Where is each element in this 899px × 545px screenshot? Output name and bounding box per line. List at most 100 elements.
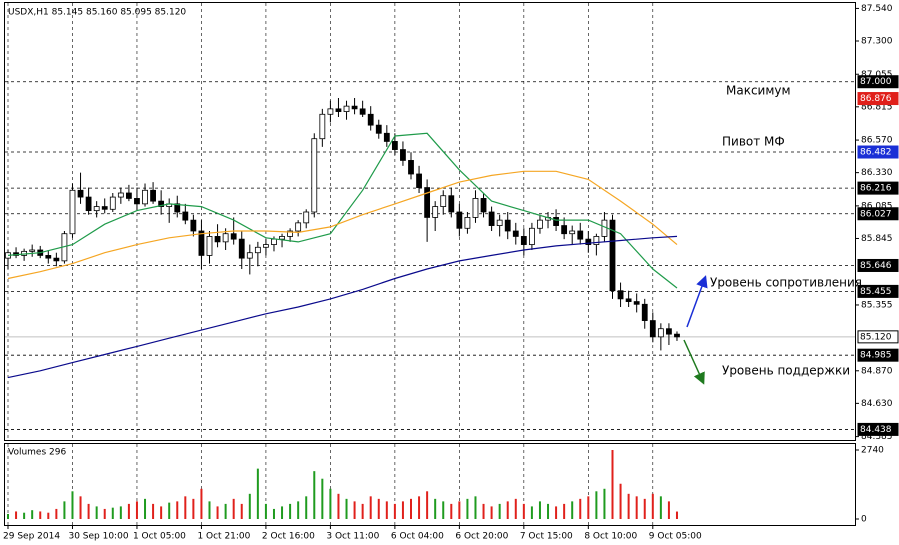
candle-body	[649, 320, 656, 338]
candle-body	[625, 298, 632, 302]
candle-body	[448, 195, 455, 213]
candle-body	[593, 236, 600, 245]
x-tick-label: 8 Oct 10:00	[584, 532, 637, 542]
candle-body	[641, 303, 648, 321]
candle-body	[400, 149, 406, 161]
candle-body	[117, 192, 124, 198]
x-tick-label: 2 Oct 16:00	[262, 532, 315, 542]
y-tick-label: 84.870	[861, 366, 893, 376]
y-tick-label: 85.845	[861, 234, 893, 244]
y-tick-label: 84.630	[861, 399, 893, 409]
y-tick-label: 86.085	[861, 201, 893, 211]
x-tick-label: 9 Oct 05:00	[649, 532, 702, 542]
candle-body	[633, 301, 640, 305]
level-label: 85.455	[860, 287, 892, 297]
candle-body	[561, 225, 568, 235]
candle-body	[158, 200, 165, 207]
candle-body	[488, 211, 495, 226]
candle-body	[496, 219, 503, 226]
candle-body	[85, 196, 92, 212]
level-label: 87.000	[860, 77, 892, 87]
candle-body	[327, 108, 334, 115]
moving-average	[7, 170, 678, 280]
x-tick-label: 6 Oct 04:00	[391, 532, 444, 542]
level-box	[857, 330, 899, 344]
candle-body	[142, 189, 148, 205]
candle-body	[472, 198, 479, 218]
candle-body	[359, 108, 366, 115]
x-tick-label: 1 Oct 21:00	[197, 532, 250, 542]
x-tick-label: 7 Oct 15:00	[520, 532, 573, 542]
volume-tick-label: 2740	[861, 446, 884, 456]
candle-body	[440, 195, 447, 207]
candle-body	[198, 230, 205, 256]
level-label: 85.646	[860, 261, 892, 271]
candle-body	[246, 252, 253, 259]
annotation: Пивот МФ	[722, 135, 785, 149]
level-label: 86.482	[860, 148, 892, 158]
x-tick-label: 30 Sep 10:00	[68, 532, 128, 542]
candle-body	[383, 132, 390, 142]
y-tick-label: 87.300	[861, 37, 893, 47]
level-box	[857, 181, 899, 195]
candle-body	[432, 206, 439, 218]
level-box	[857, 145, 899, 159]
candle-body	[343, 105, 350, 112]
level-box	[857, 75, 899, 89]
candle-body	[45, 255, 52, 259]
candle-body	[529, 227, 535, 245]
x-tick-label: 1 Oct 05:00	[133, 532, 186, 542]
resistance-arrow	[686, 275, 708, 328]
candle-body	[569, 230, 576, 235]
level-box	[857, 348, 899, 362]
candle-body	[335, 108, 342, 112]
volume-tick-label: 0	[861, 515, 867, 525]
candle-body	[464, 217, 471, 229]
level-label: 86.216	[860, 184, 892, 194]
level-box	[857, 258, 899, 272]
candle-body	[520, 236, 527, 245]
candle-body	[666, 328, 672, 335]
candle-body	[222, 233, 229, 243]
candle-body	[609, 219, 616, 292]
candle-body	[93, 206, 100, 212]
candle-body	[230, 233, 237, 240]
candle-body	[150, 189, 156, 202]
candle-body	[391, 141, 398, 150]
candle-body	[126, 192, 132, 199]
price-axis: 87.540 87.300 87.055 86.815 86.570 86.330 86.0…	[3, 4, 899, 542]
candle-body	[101, 206, 108, 210]
candle-body	[311, 138, 318, 213]
volume-panel	[4, 443, 856, 526]
candle-body	[53, 257, 60, 262]
moving-average	[7, 235, 678, 379]
level-label: 85.120	[860, 332, 892, 342]
level-box	[857, 207, 899, 221]
marks	[5, 98, 680, 519]
candle-body	[408, 160, 414, 175]
annotation: Максимум	[726, 84, 791, 98]
candle-body	[601, 219, 608, 237]
candle-body	[537, 219, 543, 229]
x-tick-label: 3 Oct 11:00	[326, 532, 379, 542]
level-label: 86.876	[860, 94, 892, 104]
y-tick-label: 87.055	[861, 70, 893, 80]
y-tick-label: 87.540	[861, 4, 893, 14]
candle-body	[134, 198, 140, 205]
price-panel	[4, 2, 856, 441]
x-tick-label: 6 Oct 20:00	[455, 532, 508, 542]
candle-body	[77, 189, 84, 198]
level-box	[857, 422, 899, 436]
candle-body	[657, 328, 664, 338]
candle-body	[271, 238, 277, 245]
candle-body	[174, 203, 181, 213]
moving-average	[7, 132, 678, 289]
candle-body	[206, 236, 213, 256]
candle-body	[29, 249, 36, 252]
candle-body	[263, 244, 269, 248]
candle-body	[480, 198, 487, 213]
candle-body	[319, 113, 326, 140]
candle-body	[577, 230, 584, 240]
level-label: 84.985	[860, 351, 892, 361]
y-tick-label: 86.815	[861, 102, 893, 112]
